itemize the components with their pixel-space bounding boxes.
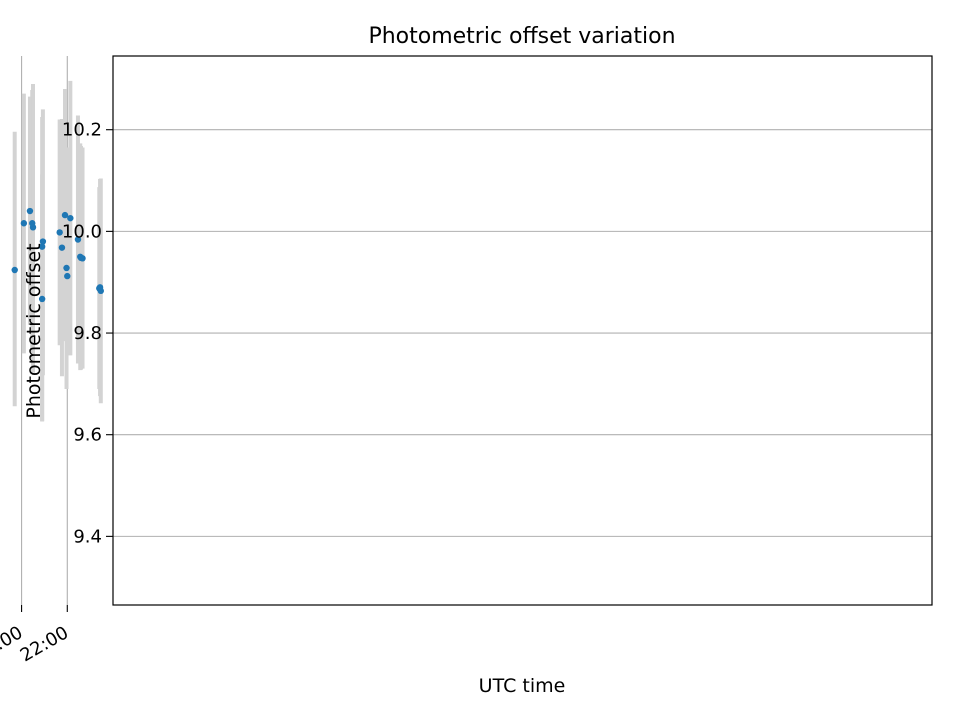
- y-tick-label: 9.6: [73, 425, 102, 446]
- data-point: [63, 264, 70, 272]
- y-tick-label: 10.2: [62, 120, 102, 141]
- data-point: [11, 266, 18, 274]
- x-tick-label: 22:00: [17, 622, 72, 666]
- y-tick-label: 10.0: [62, 221, 102, 242]
- data-point: [67, 214, 74, 222]
- data-point: [61, 211, 69, 219]
- data-points: [11, 207, 105, 303]
- data-point: [96, 285, 103, 292]
- x-axis-label: UTC time: [479, 675, 566, 697]
- data-point: [77, 253, 84, 260]
- data-point: [29, 220, 36, 227]
- plot-frame: [112, 55, 933, 606]
- data-point: [38, 243, 46, 250]
- grid-lines: [21, 56, 932, 605]
- data-point: [26, 207, 34, 215]
- data-point: [38, 295, 46, 303]
- data-point: [56, 229, 63, 236]
- y-axis-label: Photometric offset: [23, 243, 45, 418]
- chart-title: Photometric offset variation: [368, 24, 675, 49]
- data-point: [64, 272, 71, 280]
- y-tick-label: 9.8: [73, 323, 102, 344]
- data-point: [20, 220, 28, 227]
- data-point: [74, 236, 82, 243]
- data-point: [58, 244, 66, 251]
- y-tick-label: 9.4: [73, 526, 102, 547]
- y-axis-ticks: 9.4 9.6 9.8 10.0 10.2: [62, 120, 113, 547]
- data-point: [39, 238, 47, 245]
